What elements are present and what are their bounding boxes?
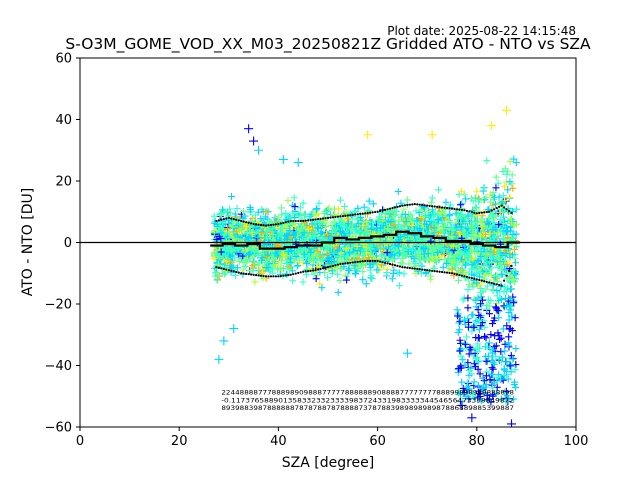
y-tick-label: −40 <box>45 359 72 374</box>
x-axis-label: SZA [degree] <box>282 455 375 471</box>
x-tick-label: 100 <box>564 434 589 449</box>
scatter-point <box>254 145 264 155</box>
x-axis-ticks: 0 20 40 60 80 100 <box>76 427 589 449</box>
y-tick-label: −20 <box>45 298 72 313</box>
x-tick-label: 60 <box>369 434 386 449</box>
y-tick-label: −60 <box>45 421 72 436</box>
annotation-row2: -0.1173765889013583323323333983724331983… <box>221 396 514 404</box>
y-axis-ticks: −60 −40 −20 0 20 40 60 <box>45 52 80 436</box>
scatter-point <box>502 105 512 115</box>
scatter-point <box>244 124 254 134</box>
scatter-point <box>457 400 467 410</box>
x-tick-label: 20 <box>171 434 188 449</box>
y-tick-label: 20 <box>55 175 72 190</box>
annotation-row3: 8939883987888888787878878788887378788398… <box>221 404 514 412</box>
lower-std-line <box>215 259 513 287</box>
y-tick-label: 60 <box>55 52 72 67</box>
statistics-lines <box>210 202 521 287</box>
scatter-cloud <box>210 155 520 406</box>
scatter-points <box>214 105 517 427</box>
y-axis-label: ATO - NTO [DU] <box>20 188 36 296</box>
scatter-point <box>278 154 288 164</box>
scatter-point <box>487 121 497 131</box>
scatter-point <box>229 324 239 334</box>
scatter-point <box>467 413 477 423</box>
upper-std-line <box>215 202 513 227</box>
scatter-point <box>214 354 224 364</box>
scatter-point <box>249 136 259 146</box>
y-tick-label: 40 <box>55 113 72 128</box>
scatter-point <box>363 130 373 140</box>
scatter-point <box>219 336 229 346</box>
bin-count-annotations: 2244888877788898909888777778888889088887… <box>221 389 514 412</box>
plot-date: Plot date: 2025-08-22 14:15:48 <box>387 24 576 38</box>
x-tick-label: 0 <box>76 434 84 449</box>
x-tick-label: 40 <box>270 434 287 449</box>
chart-title: S-O3M_GOME_VOD_XX_M03_20250821Z Gridded … <box>65 35 591 54</box>
scatter-point <box>293 158 303 168</box>
annotation-row1: 2244888877788898909888777778888889088887… <box>221 389 514 397</box>
y-tick-label: 0 <box>64 236 72 251</box>
x-tick-label: 80 <box>469 434 486 449</box>
scatter-point <box>402 348 412 358</box>
scatter-point <box>427 130 437 140</box>
